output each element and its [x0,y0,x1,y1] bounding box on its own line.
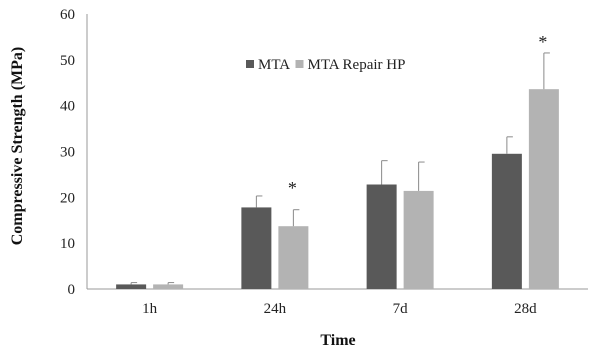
x-tick-label: 24h [264,301,287,317]
x-tick-label: 7d [393,301,409,317]
y-tick-label: 30 [60,145,75,161]
y-tick-label: 20 [60,190,75,206]
legend-label: MTA Repair HP [308,57,406,73]
bar [153,284,184,289]
bars-group [116,52,559,290]
y-tick-labels: 0 10 20 30 40 50 60 [60,7,75,298]
significance-marker: * [288,178,297,198]
y-tick-label: 40 [60,99,75,115]
significance-marker: * [538,32,547,52]
y-tick-label: 60 [60,7,75,23]
bar [528,89,559,290]
legend-label: MTA [258,57,290,73]
bar [116,284,147,289]
y-tick-label: 50 [60,53,75,69]
y-tick-label: 0 [68,282,76,298]
legend: MTA MTA Repair HP [246,57,405,73]
bar [241,207,272,289]
y-axis-title: Compressive Strength (MPa) [9,47,26,246]
bar [278,226,309,289]
x-tick-label: 1h [142,301,158,317]
x-tick-labels: 1h 24h 7d 28d [142,301,537,317]
bar [403,190,434,289]
x-axis-title: Time [320,332,355,349]
bar [366,184,397,289]
legend-swatch [295,60,304,68]
annotations-group: ** [288,32,548,198]
bar [491,153,522,289]
legend-swatch [246,60,254,68]
y-tick-label: 10 [60,236,75,252]
x-tick-label: 28d [514,301,537,317]
